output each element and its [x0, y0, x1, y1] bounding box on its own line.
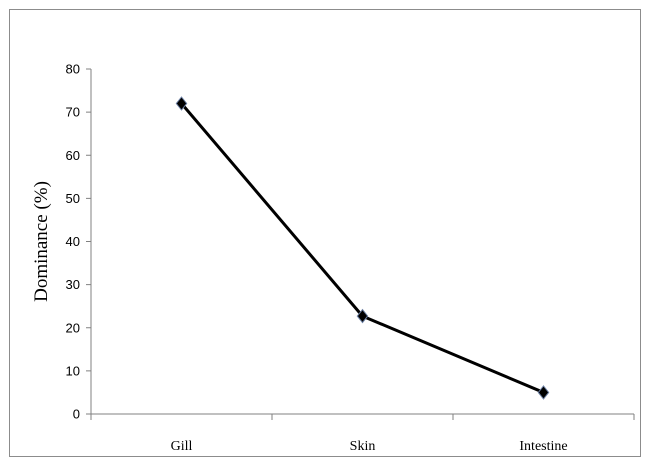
y-tick-label: 30 [66, 277, 80, 292]
y-tick-label: 20 [66, 320, 80, 335]
chart-frame [9, 9, 641, 457]
x-axis: Gill Skin Intestine [90, 413, 635, 454]
y-tick-label: 40 [66, 234, 80, 249]
y-tick-label: 60 [66, 148, 80, 163]
series-line [180, 102, 545, 394]
y-tick-label: 0 [73, 407, 80, 422]
series-group [175, 96, 550, 400]
y-tick-label: 80 [66, 62, 80, 77]
y-axis: 0 10 20 30 40 50 60 70 80 [66, 62, 92, 422]
y-tick-label: 10 [66, 363, 80, 378]
y-tick-label: 50 [66, 191, 80, 206]
data-point-marker [175, 96, 188, 111]
data-point-marker [537, 385, 550, 400]
data-point-marker [356, 308, 369, 324]
x-tick-label: Intestine [519, 439, 567, 454]
y-tick-label: 70 [66, 105, 80, 120]
x-tick-label: Gill [171, 439, 193, 454]
y-axis-title: Dominance (%) [31, 181, 52, 302]
x-tick-label: Skin [350, 439, 376, 454]
